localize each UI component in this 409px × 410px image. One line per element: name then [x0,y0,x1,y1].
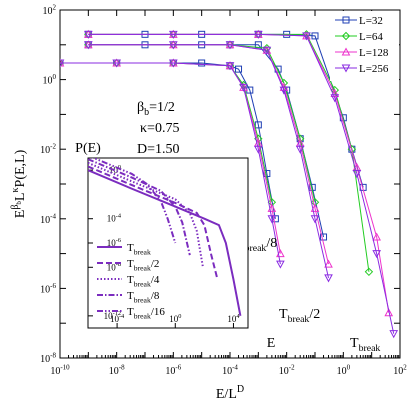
data-point-L=256 [389,330,399,339]
y-tick-label: 10-4 [40,212,56,226]
x-tick-label: 102 [393,364,407,378]
data-point-L=256 [352,170,362,179]
y-tick-label: 10-2 [40,143,56,157]
data-point-L=256 [225,62,235,71]
x-tick-label: 10-6 [165,364,181,378]
series-line-L=256 [88,44,330,279]
data-point-L=256 [302,32,311,41]
y-tick-label: 10-8 [40,352,56,366]
legend-marker-L=64 [341,31,351,41]
series-line-L=256 [60,62,281,265]
inset-x-tick-label: 104 [227,313,240,324]
data-point-L=32 [311,32,319,40]
main-plot: 10-10 10-8 10-6 10-4 10-2 100 10210-810-610-41… [10,4,407,403]
data-point-L=64 [364,267,374,277]
legend-marker-L=256 [341,64,351,73]
data-point-L=256 [239,83,248,92]
beta-annotation: βb=1/2 [137,100,175,118]
legend-label: L=128 [359,47,389,59]
data-point-L=256 [168,41,178,50]
legend-label: L=256 [359,63,389,75]
data-point-L=256 [168,30,178,39]
y-tick-label: 100 [43,73,57,87]
data-point-L=32 [235,65,243,73]
inset-series-Tbreak/4 [88,161,204,268]
inset-series-layer [88,158,242,317]
inset-series-Tbreak/2 [88,165,219,280]
x-tick-label: 10-4 [222,364,238,378]
inset-legend-label: Tbreak/8 [127,290,160,304]
inset-y-tick-label: 10-8 [107,261,121,272]
inset-y-tick-label: 10-6 [107,237,121,248]
data-point-L=256 [168,59,178,68]
data-point-L=256 [279,86,289,95]
data-point-L=256 [295,145,305,154]
data-point-L=32 [320,233,328,241]
data-point-L=128 [384,308,394,317]
data-point-L=256 [262,46,272,55]
d-annotation: D=1.50 [137,142,180,157]
data-point-L=256 [310,215,320,224]
y-tick-label: 102 [43,4,57,18]
legend-marker-L=32 [342,16,350,24]
data-point-L=256 [276,260,285,269]
data-point-L=256 [225,41,235,50]
main-legend-box [330,11,399,81]
series-line-L=256 [88,33,395,334]
data-point-L=256 [253,145,263,154]
kappa-annotation: κ=0.75 [140,121,179,136]
main-legend: L=32 L=64 L=128 L=256 [330,11,399,81]
inset-series-Tbreak/16 [91,158,177,244]
data-point-L=128 [310,203,320,212]
data-point-L=128 [372,232,381,241]
data-point-L=256 [267,215,277,224]
inset-y-axis-title: P(E) [75,141,101,156]
x-axis-title: E/LD [216,384,244,402]
x-tick-label: 100 [337,364,351,378]
tbreak-label: Tbreak [350,336,380,354]
x-tick-label: 10-10 [50,364,70,378]
data-point-L=32 [198,59,206,67]
data-point-L=256 [83,30,93,39]
inset-series-Tbreak [88,169,242,317]
data-point-L=256 [60,59,65,68]
inset-x-axis-title: E [267,336,276,351]
data-point-L=256 [112,59,122,68]
data-point-L=256 [372,250,381,259]
inset-legend-label: Tbreak/4 [127,274,160,288]
x-tick-label: 10-8 [109,364,125,378]
tbreak-2-label: Tbreak/2 [279,307,320,325]
data-point-L=32 [254,121,262,129]
data-point-L=256 [324,274,333,283]
y-axis-title: EβbLκP(E,L) [10,149,28,218]
inset-x-tick-label: 10-4 [110,313,125,324]
legend-label: L=32 [359,15,383,27]
inset-y-tick-label: 10-12 [104,310,121,321]
inset-legend-label: Tbreak/2 [127,258,159,272]
data-point-L=128 [324,259,333,268]
data-point-L=256 [83,41,93,50]
inset-plot-frame [87,157,249,329]
data-point-L=256 [330,94,340,103]
inset-series-Tbreak/8 [88,158,191,256]
x-tick-label: 10-2 [279,364,295,378]
main-series-layer [60,29,399,339]
inset-y-tick-label: 10-4 [107,213,122,224]
legend-marker-L=128 [341,47,351,56]
inset-legend-label: Tbreak [127,242,151,256]
inset-x-tick-label: 100 [169,313,181,324]
data-point-L=256 [253,30,263,39]
inset-legend: Tbreak Tbreak/2 Tbreak/4 Tbreak/8 Tbreak/16 [97,242,165,320]
main-axis-ticks: 10-10 10-8 10-6 10-4 10-2 100 10210-810-610-41… [10,4,407,403]
legend-label: L=64 [359,31,383,43]
inset-legend-label: Tbreak/16 [127,306,165,320]
y-tick-label: 10-6 [40,282,56,296]
